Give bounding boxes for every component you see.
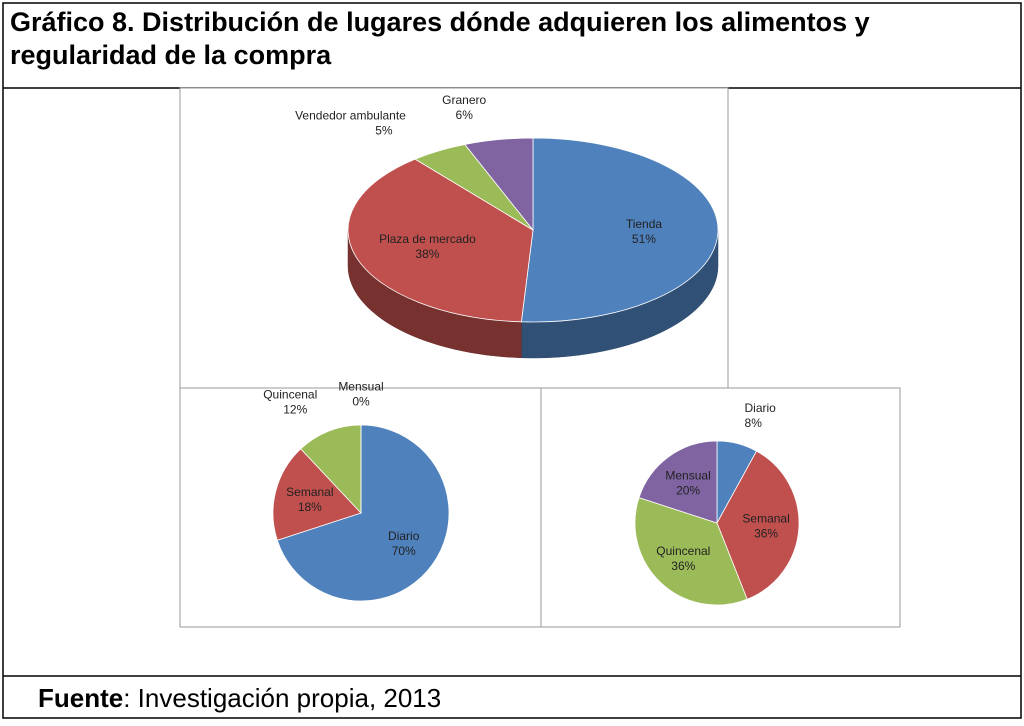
slice-value-label: 36%	[671, 559, 695, 573]
slice-label: Quincenal	[656, 544, 710, 558]
slice-label: Mensual	[665, 468, 710, 482]
slice-value-label: 36%	[754, 526, 778, 540]
pie-slice	[634, 497, 748, 606]
slice-value-label: 20%	[676, 483, 700, 497]
slice-label: Semanal	[286, 485, 333, 499]
slice-label: Vendedor ambulante	[295, 108, 406, 122]
pie-slice	[464, 137, 534, 232]
slice-label: Tienda	[626, 217, 663, 231]
title-box: Gráfico 8. Distribución de lugares dónde…	[10, 7, 870, 70]
title: Gráfico 8. Distribución de lugares dónde…	[10, 7, 870, 70]
slice-value-label: 5%	[375, 123, 393, 137]
slice-label: Granero	[442, 93, 486, 107]
pie-slice	[638, 440, 718, 524]
pie-slice	[300, 424, 362, 515]
slice-label: Mensual	[338, 379, 383, 393]
source: Fuente: Investigación propia, 2013	[38, 683, 441, 713]
slice-value-label: 51%	[632, 232, 656, 246]
pie-slice	[716, 450, 800, 600]
source-label: Fuente	[38, 683, 123, 713]
source-text: : Investigación propia, 2013	[123, 683, 441, 713]
pie-slice	[272, 448, 362, 541]
slice-value-label: 18%	[298, 500, 322, 514]
slice-value-label: 8%	[745, 416, 763, 430]
slice-label: Diario	[745, 401, 777, 415]
slice-label: Quincenal	[263, 388, 317, 402]
pie-slice	[276, 424, 450, 602]
slice-value-label: 70%	[392, 544, 416, 558]
slice-label: Plaza de mercado	[379, 232, 476, 246]
slice-value-label: 38%	[415, 247, 439, 261]
pie-slice	[347, 158, 534, 323]
slice-value-label: 6%	[456, 108, 474, 122]
slice-label: Semanal	[742, 511, 789, 525]
slice-label: Diario	[388, 529, 420, 543]
pie-slice	[520, 137, 719, 323]
slice-value-label: 12%	[283, 403, 307, 417]
slice-value-label: 0%	[352, 394, 370, 408]
